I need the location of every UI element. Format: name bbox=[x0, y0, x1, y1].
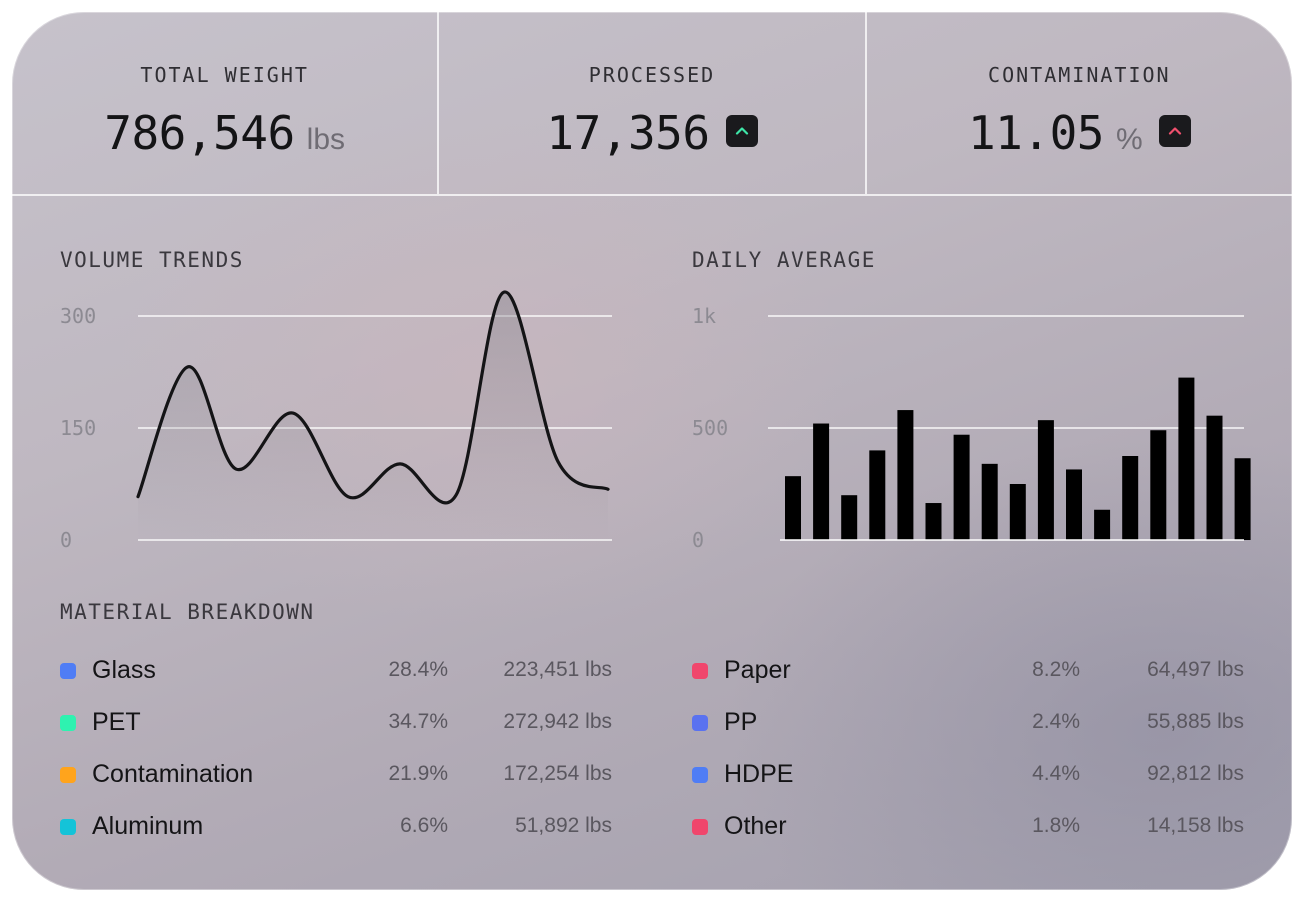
trend-up-icon bbox=[725, 115, 758, 147]
legend-swatch bbox=[692, 715, 708, 731]
bar bbox=[869, 450, 886, 540]
legend-swatch bbox=[692, 819, 708, 835]
legend-weight: 92,812 lbs bbox=[1147, 762, 1244, 785]
legend-swatch bbox=[692, 663, 708, 679]
legend-name: Contamination bbox=[92, 760, 254, 788]
series-line bbox=[136, 290, 610, 505]
legend-percent: 34.7% bbox=[388, 710, 448, 733]
daily-average-title: DAILY AVERAGE bbox=[692, 248, 876, 272]
bar bbox=[1178, 377, 1195, 540]
stat-label: TOTAL WEIGHT bbox=[140, 63, 309, 87]
dashboard-card: TOTAL WEIGHT 786,546 lbs PROCESSED 17,35… bbox=[12, 12, 1292, 890]
legend-weight: 55,885 lbs bbox=[1147, 710, 1244, 733]
legend-item: Glass 28.4% 223,451 lbs bbox=[60, 654, 612, 686]
bar bbox=[925, 503, 942, 540]
y-tick-label: 0 bbox=[692, 528, 705, 552]
y-tick-label: 500 bbox=[692, 416, 729, 440]
trend-up-icon bbox=[1158, 115, 1191, 147]
stat-value: 11.05 bbox=[967, 106, 1104, 160]
bar bbox=[1122, 456, 1139, 540]
legend-name: HDPE bbox=[724, 760, 794, 788]
legend-item: Other 1.8% 14,158 lbs bbox=[692, 810, 1244, 842]
legend-weight: 223,451 lbs bbox=[503, 658, 612, 681]
stat-contamination: CONTAMINATION 11.05 % bbox=[864, 12, 1292, 194]
stat-value: 17,356 bbox=[546, 106, 710, 160]
legend-percent: 21.9% bbox=[388, 762, 448, 785]
legend-percent: 2.4% bbox=[1032, 710, 1080, 733]
bar bbox=[1037, 420, 1054, 540]
legend-weight: 272,942 lbs bbox=[503, 710, 612, 733]
legend-item: Contamination 21.9% 172,254 lbs bbox=[60, 758, 612, 790]
legend-item: HDPE 4.4% 92,812 lbs bbox=[692, 758, 1244, 790]
material-breakdown-title: MATERIAL BREAKDOWN bbox=[60, 600, 315, 624]
legend-swatch bbox=[60, 715, 76, 731]
bar bbox=[897, 410, 914, 540]
volume-trends-chart bbox=[136, 290, 612, 541]
legend-item: PET 34.7% 272,942 lbs bbox=[60, 706, 612, 738]
bar bbox=[953, 434, 970, 540]
bar bbox=[1150, 430, 1167, 540]
legend-weight: 51,892 lbs bbox=[515, 814, 612, 837]
bar bbox=[841, 495, 858, 540]
bar bbox=[1206, 415, 1223, 540]
legend-percent: 28.4% bbox=[388, 658, 448, 681]
legend-item: Aluminum 6.6% 51,892 lbs bbox=[60, 810, 612, 842]
bar bbox=[981, 463, 998, 540]
stat-value: 786,546 bbox=[104, 106, 295, 160]
y-tick-label: 1k bbox=[692, 304, 717, 328]
legend-name: Paper bbox=[724, 656, 791, 684]
bar bbox=[785, 476, 801, 540]
stat-total-weight: TOTAL WEIGHT 786,546 lbs bbox=[12, 12, 437, 194]
bar bbox=[1094, 509, 1111, 540]
legend-name: PET bbox=[92, 708, 141, 736]
legend-swatch bbox=[692, 767, 708, 783]
legend-weight: 172,254 lbs bbox=[503, 762, 612, 785]
legend-item: PP 2.4% 55,885 lbs bbox=[692, 706, 1244, 738]
legend-swatch bbox=[60, 819, 76, 835]
legend-percent: 6.6% bbox=[400, 814, 448, 837]
legend-percent: 4.4% bbox=[1032, 762, 1080, 785]
legend-name: PP bbox=[724, 708, 758, 736]
legend-swatch bbox=[60, 767, 76, 783]
legend-item: Paper 8.2% 64,497 lbs bbox=[692, 654, 1244, 686]
legend-percent: 8.2% bbox=[1032, 658, 1080, 681]
stat-processed: PROCESSED 17,356 bbox=[437, 12, 864, 194]
y-tick-label: 0 bbox=[60, 528, 73, 552]
y-tick-label: 300 bbox=[60, 304, 97, 328]
legend-weight: 64,497 lbs bbox=[1147, 658, 1244, 681]
y-tick-label: 150 bbox=[60, 416, 97, 440]
stat-unit: lbs bbox=[306, 123, 346, 156]
volume-trends-title: VOLUME TRENDS bbox=[60, 248, 244, 272]
legend-name: Glass bbox=[92, 656, 156, 684]
area-fill bbox=[138, 291, 608, 540]
legend-weight: 14,158 lbs bbox=[1147, 814, 1244, 837]
stat-label: PROCESSED bbox=[588, 63, 716, 87]
stats-bar: TOTAL WEIGHT 786,546 lbs PROCESSED 17,35… bbox=[12, 12, 1292, 196]
bar bbox=[1066, 469, 1082, 540]
bar bbox=[1009, 484, 1026, 540]
stat-unit: % bbox=[1115, 123, 1143, 156]
bar bbox=[1234, 458, 1251, 540]
legend-percent: 1.8% bbox=[1032, 814, 1080, 837]
legend-swatch bbox=[60, 663, 76, 679]
bar bbox=[813, 423, 830, 540]
stat-label: CONTAMINATION bbox=[988, 63, 1171, 87]
legend-name: Aluminum bbox=[92, 812, 204, 840]
legend-name: Other bbox=[724, 812, 787, 840]
daily-average-chart bbox=[768, 315, 1251, 541]
